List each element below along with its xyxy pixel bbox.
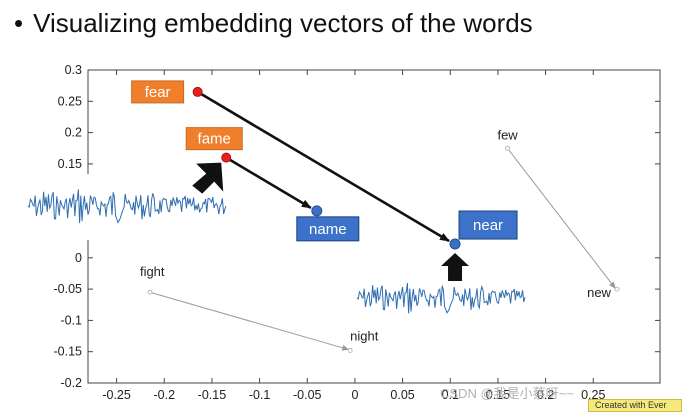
point-name — [311, 205, 323, 217]
word-box-fear — [131, 80, 185, 104]
audio-waveform-left — [27, 189, 227, 224]
bullet-glyph: • — [14, 8, 24, 38]
point-fight — [147, 289, 153, 295]
word-label-name: name — [309, 221, 347, 238]
word-box-name — [296, 216, 360, 242]
evernote-badge: Created with Ever — [588, 399, 682, 412]
y-tick-label: 0.15 — [58, 157, 82, 171]
point-new — [614, 286, 620, 292]
x-tick-label: -0.25 — [102, 388, 131, 402]
x-tick-label: 0.2 — [537, 388, 554, 402]
y-tick-label: -0.2 — [60, 376, 82, 390]
audio-waveform-right — [356, 282, 526, 314]
word-label-few: few — [497, 127, 518, 142]
pointer-arrow-fame-icon — [192, 162, 224, 194]
word-label-near: near — [473, 217, 503, 234]
x-tick-label: 0.15 — [486, 388, 510, 402]
point-fear — [192, 86, 203, 97]
x-tick-label: 0 — [351, 388, 358, 402]
word-label-new: new — [587, 285, 611, 300]
point-fame — [221, 152, 232, 163]
x-tick-label: 0.05 — [390, 388, 414, 402]
arrow-fame-to-name — [225, 156, 312, 209]
point-few — [505, 145, 510, 151]
word-label-night: night — [350, 328, 379, 343]
slide-title-text: Visualizing embedding vectors of the wor… — [33, 8, 533, 38]
point-night — [347, 348, 353, 353]
y-tick-label: 0.3 — [65, 63, 82, 77]
x-tick-label: 0.1 — [442, 388, 459, 402]
arrow-few-to-new — [507, 147, 616, 289]
x-tick-label: -0.05 — [293, 388, 322, 402]
x-tick-label: -0.1 — [249, 388, 271, 402]
arrow-fight-to-night — [149, 291, 350, 351]
x-tick-label: -0.2 — [153, 388, 175, 402]
y-tick-label: -0.05 — [54, 282, 83, 296]
csdn-watermark: CSDN @我是小蔡呀~~ — [440, 386, 574, 401]
slide-title: • Visualizing embedding vectors of the wo… — [14, 8, 533, 39]
x-tick-label: 0.25 — [581, 388, 605, 402]
y-tick-label: -0.1 — [60, 313, 82, 327]
word-label-fight: fight — [140, 264, 165, 279]
word-box-fame — [185, 127, 243, 151]
arrow-fear-to-near — [196, 90, 450, 243]
point-near — [449, 238, 461, 250]
y-tick-label: -0.15 — [54, 345, 83, 359]
word-label-fame: fame — [198, 131, 231, 148]
y-tick-label: 0.25 — [58, 94, 82, 108]
y-tick-label: 0.2 — [65, 126, 82, 140]
word-box-near — [458, 210, 518, 240]
y-tick-label: 0 — [75, 251, 82, 265]
x-tick-label: -0.15 — [198, 388, 227, 402]
pointer-arrow-near-icon — [441, 253, 470, 282]
word-label-fear: fear — [145, 84, 171, 101]
